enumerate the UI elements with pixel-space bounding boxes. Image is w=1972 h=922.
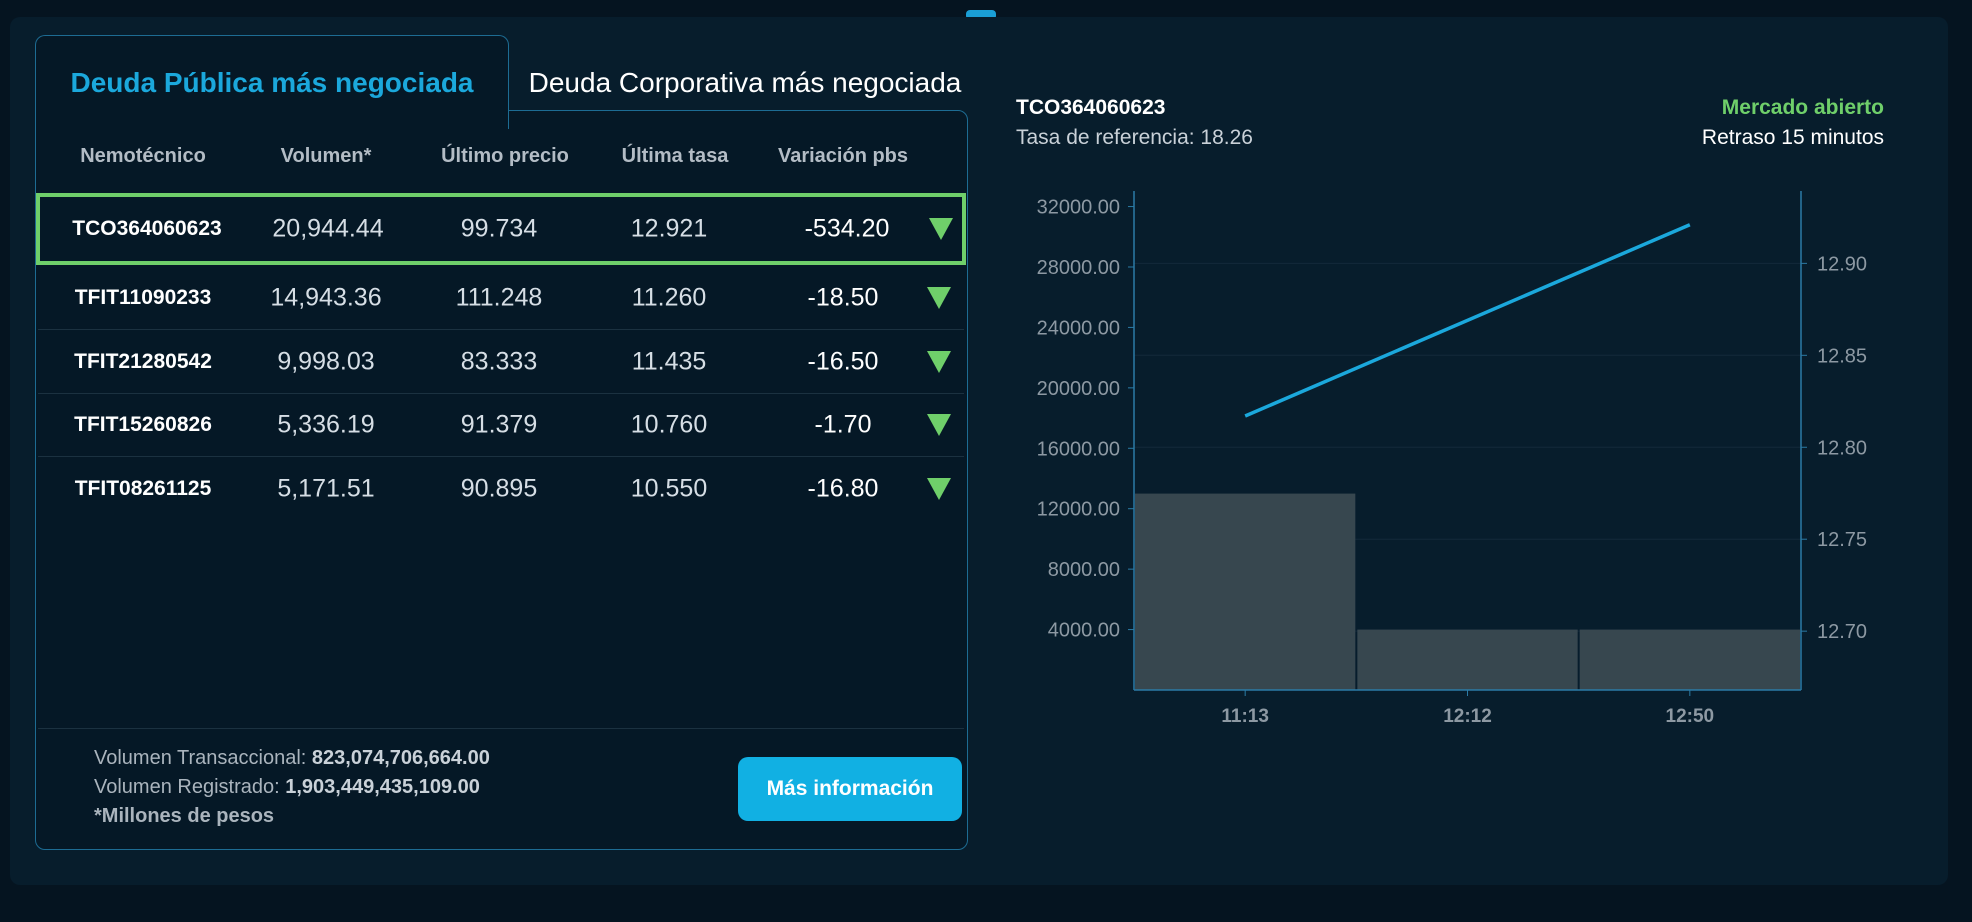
left-tick-label: 32000.00 bbox=[1037, 197, 1120, 219]
rate-cell: 10.760 bbox=[630, 410, 708, 439]
right-tick-label: 12.85 bbox=[1817, 345, 1867, 367]
tab-public-debt[interactable]: Deuda Pública más negociada bbox=[35, 35, 509, 129]
table-header: Nemotécnico Volumen* Último precio Últim… bbox=[36, 145, 967, 175]
table-row[interactable]: TFIT11090233 14,943.36 111.248 11.260 -1… bbox=[38, 267, 964, 330]
variation-cell: -16.50 bbox=[807, 347, 879, 376]
units-note: *Millones de pesos bbox=[94, 805, 275, 827]
selected-symbol: TCO364060623 bbox=[1016, 96, 1166, 119]
transactional-volume-label: Volumen Transaccional: bbox=[94, 747, 312, 769]
registered-volume-label: Volumen Registrado: bbox=[94, 776, 286, 798]
variation-cell: -534.20 bbox=[804, 214, 890, 243]
right-tick-label: 12.75 bbox=[1817, 529, 1867, 551]
rate-cell: 11.435 bbox=[631, 347, 707, 376]
down-arrow-icon bbox=[929, 218, 953, 240]
right-tick-label: 12.80 bbox=[1817, 437, 1867, 459]
volume-bar bbox=[1135, 493, 1356, 690]
registered-volume-value: 1,903,449,435,109.00 bbox=[285, 776, 480, 798]
down-arrow-icon bbox=[927, 414, 951, 436]
volume-cell: 5,171.51 bbox=[277, 474, 375, 502]
scroll-indicator[interactable] bbox=[966, 10, 996, 20]
x-tick-label: 11:13 bbox=[1221, 706, 1269, 727]
tab-corporate-debt[interactable]: Deuda Corporativa más negociada bbox=[528, 66, 962, 98]
mnemonic-cell: TFIT15260826 bbox=[74, 413, 212, 436]
header-variation: Variación pbs bbox=[777, 145, 909, 167]
volume-cell: 5,336.19 bbox=[277, 410, 375, 439]
down-arrow-icon bbox=[927, 477, 951, 500]
left-tick-label: 24000.00 bbox=[1037, 317, 1120, 339]
variation-cell: -1.70 bbox=[814, 410, 872, 439]
rate-line bbox=[1244, 223, 1691, 418]
volume-cell: 20,944.44 bbox=[272, 214, 384, 243]
mnemonic-cell: TCO364060623 bbox=[72, 217, 222, 240]
x-tick-label: 12:12 bbox=[1443, 706, 1492, 727]
delay-notice: Retraso 15 minutos bbox=[1701, 126, 1884, 149]
most-traded-table: Nemotécnico Volumen* Último precio Últim… bbox=[35, 110, 968, 850]
reference-rate: Tasa de referencia: 18.26 bbox=[1016, 126, 1253, 149]
left-tick-label: 28000.00 bbox=[1037, 257, 1120, 279]
mnemonic-cell: TFIT08261125 bbox=[74, 476, 212, 500]
x-tick-label: 12:50 bbox=[1666, 706, 1715, 727]
right-tick-label: 12.70 bbox=[1817, 621, 1867, 643]
down-arrow-icon bbox=[927, 287, 951, 309]
header-last-price: Último precio bbox=[441, 145, 569, 167]
left-tick-label: 8000.00 bbox=[1048, 559, 1120, 581]
more-info-button[interactable]: Más información bbox=[738, 757, 962, 821]
left-tick-label: 20000.00 bbox=[1037, 378, 1120, 400]
registered-volume: Volumen Registrado: 1,903,449,435,109.00 bbox=[94, 776, 480, 799]
table-row[interactable]: TCO364060623 20,944.44 99.734 12.921 -53… bbox=[36, 193, 966, 265]
table-row[interactable]: TFIT21280542 9,998.03 83.333 11.435 -16.… bbox=[38, 331, 964, 394]
price-cell: 91.379 bbox=[460, 410, 538, 439]
volume-bar bbox=[1579, 629, 1800, 690]
footer-divider bbox=[38, 728, 964, 729]
rate-cell: 11.260 bbox=[631, 283, 707, 312]
price-cell: 111.248 bbox=[455, 283, 543, 312]
left-tick-label: 16000.00 bbox=[1037, 438, 1120, 460]
price-cell: 99.734 bbox=[460, 214, 538, 243]
left-tick-label: 12000.00 bbox=[1037, 499, 1120, 521]
transactional-volume: Volumen Transaccional: 823,074,706,664.0… bbox=[94, 747, 490, 770]
price-cell: 90.895 bbox=[460, 474, 538, 502]
market-status: Mercado abierto bbox=[1721, 96, 1884, 119]
down-arrow-icon bbox=[927, 351, 951, 373]
price-cell: 83.333 bbox=[460, 347, 538, 376]
rate-cell: 10.550 bbox=[630, 474, 708, 502]
header-last-rate: Última tasa bbox=[621, 145, 729, 167]
header-volume: Volumen* bbox=[280, 145, 372, 167]
right-tick-label: 12.90 bbox=[1817, 253, 1867, 275]
volume-cell: 14,943.36 bbox=[270, 283, 382, 312]
variation-cell: -18.50 bbox=[807, 283, 879, 312]
volume-rate-chart: 4000.00 8000.00 12000.00 16000.00 20000.00 24… bbox=[1037, 191, 1867, 727]
header-mnemonic: Nemotécnico bbox=[80, 145, 206, 167]
left-tick-label: 4000.00 bbox=[1048, 620, 1120, 642]
volume-cell: 9,998.03 bbox=[277, 347, 375, 376]
table-row[interactable]: TFIT15260826 5,336.19 91.379 10.760 -1.7… bbox=[38, 394, 964, 457]
mnemonic-cell: TFIT21280542 bbox=[74, 350, 212, 373]
table-row[interactable]: TFIT08261125 5,171.51 90.895 10.550 -16.… bbox=[38, 457, 964, 520]
mnemonic-cell: TFIT11090233 bbox=[74, 286, 212, 309]
transactional-volume-value: 823,074,706,664.00 bbox=[311, 747, 490, 769]
variation-cell: -16.80 bbox=[807, 474, 879, 502]
volume-bar bbox=[1357, 629, 1578, 690]
rate-cell: 12.921 bbox=[630, 214, 708, 243]
